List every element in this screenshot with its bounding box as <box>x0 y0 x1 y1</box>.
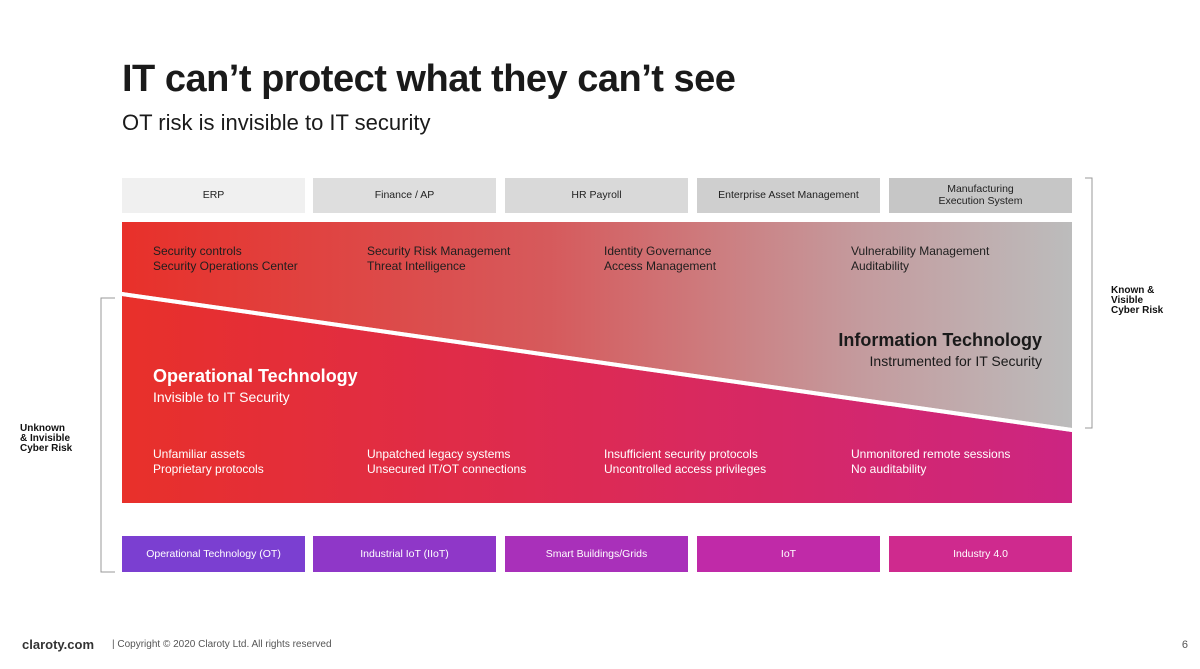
ot-section-subheading: Invisible to IT Security <box>153 389 290 405</box>
it-section-subheading: Instrumented for IT Security <box>869 353 1042 369</box>
ot-system-box: IoT <box>697 536 880 572</box>
ot-section-heading: Operational Technology <box>153 366 358 386</box>
ot-gap-4: Unmonitored remote sessions No auditabili… <box>851 447 1011 476</box>
it-system-label: Enterprise Asset Management <box>718 188 859 201</box>
ot-gap-2: Unpatched legacy systems Unsecured IT/OT … <box>367 447 527 476</box>
it-system-label: ERP <box>202 188 225 201</box>
it-system-label: Manufacturing Execution System <box>938 182 1023 207</box>
ot-system-label: Smart Buildings/Grids <box>545 548 648 560</box>
footer-copyright: | Copyright © 2020 Claroty Ltd. All righ… <box>112 639 332 650</box>
ot-system-box: Industry 4.0 <box>889 536 1072 572</box>
known-risk-label: Known & Visible Cyber Risk <box>1111 285 1164 316</box>
ot-section-label: Operational Technology Invisible to IT S… <box>153 366 358 405</box>
ot-gap-1: Unfamiliar assets Proprietary protocols <box>153 447 264 476</box>
unknown-risk-bracket <box>100 297 115 573</box>
ot-band <box>122 296 1072 503</box>
it-section-heading: Information Technology <box>838 330 1042 350</box>
page-number: 6 <box>1181 639 1188 651</box>
it-system-box: ERP <box>122 178 305 213</box>
ot-system-label: Operational Technology (OT) <box>146 548 281 560</box>
ot-gap-3: Insufficient security protocols Uncontrol… <box>604 447 767 476</box>
ot-system-label: Industry 4.0 <box>953 548 1008 560</box>
it-system-box: HR Payroll <box>505 178 688 213</box>
ot-system-label: Industrial IoT (IIoT) <box>360 548 449 560</box>
it-section-label: Information Technology Instrumented for … <box>838 330 1042 369</box>
known-risk-bracket <box>1085 177 1093 429</box>
slide-subtitle: OT risk is invisible to IT security <box>122 110 431 135</box>
it-system-label: HR Payroll <box>571 188 622 201</box>
ot-system-box: Operational Technology (OT) <box>122 536 305 572</box>
it-capability-2: Security Risk Management Threat Intellige… <box>367 244 511 273</box>
ot-system-box: Smart Buildings/Grids <box>505 536 688 572</box>
band-divider <box>122 292 1072 432</box>
it-system-label: Finance / AP <box>374 188 435 201</box>
footer-site: claroty.com <box>22 637 95 652</box>
slide-title: IT can’t protect what they can’t see <box>122 58 736 100</box>
it-capability-3: Identity Governance Access Management <box>604 244 717 273</box>
it-system-box: Enterprise Asset Management <box>697 178 880 213</box>
unknown-risk-label: Unknown & Invisible Cyber Risk <box>20 423 73 454</box>
it-system-box: Finance / AP <box>313 178 496 213</box>
it-capability-1: Security controls Security Operations Cen… <box>153 244 298 273</box>
ot-system-box: Industrial IoT (IIoT) <box>313 536 496 572</box>
it-system-box: Manufacturing Execution System <box>889 178 1072 213</box>
ot-system-label: IoT <box>780 548 797 560</box>
it-band <box>122 222 1072 428</box>
it-capability-4: Vulnerability Management Auditability <box>851 244 990 273</box>
